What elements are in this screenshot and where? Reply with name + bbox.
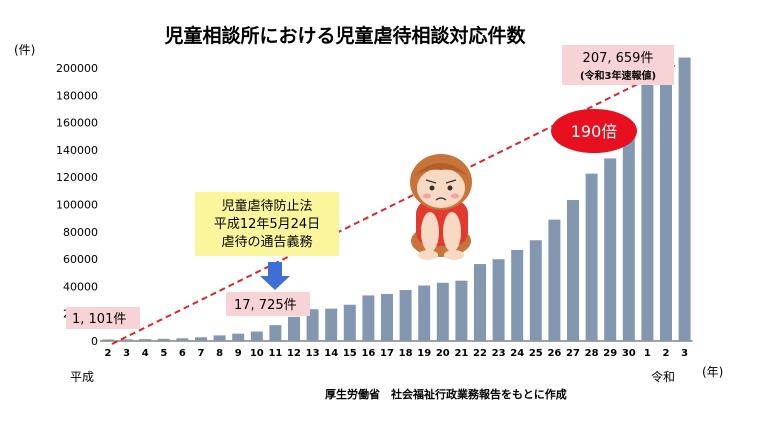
y-tick-label: 0 — [91, 335, 98, 348]
law-box-line2: 平成12年5月24日 — [214, 217, 320, 232]
x-tick-label: 28 — [585, 348, 599, 359]
y-tick-label: 160000 — [56, 117, 98, 130]
x-tick-label: 16 — [361, 348, 375, 359]
bar — [288, 316, 300, 341]
reiwa-era-label: 令和 — [651, 369, 675, 384]
bar — [585, 173, 598, 341]
x-tick-label: 12 — [287, 348, 301, 359]
x-tick-label: 26 — [547, 348, 561, 359]
bar — [567, 200, 579, 341]
y-tick-label: 80000 — [63, 226, 98, 239]
end-value-note: (令和3年速報値) — [580, 69, 656, 82]
bar — [102, 339, 114, 341]
h12-value-label: 17, 725件 — [234, 298, 297, 313]
x-tick-label: 18 — [399, 348, 413, 359]
bars — [102, 57, 691, 342]
x-tick-label: 8 — [216, 348, 223, 359]
x-tick-label: 17 — [380, 348, 394, 359]
bar — [362, 295, 375, 341]
x-tick-label: 19 — [417, 348, 431, 359]
law-box-line3: 虐待の通告義務 — [221, 234, 312, 250]
bar — [232, 333, 245, 341]
start-value-label: 1, 101件 — [72, 312, 126, 327]
bar — [325, 308, 338, 341]
bar — [343, 304, 356, 341]
y-tick-label: 120000 — [56, 171, 98, 184]
bar — [436, 282, 449, 341]
bar — [678, 57, 691, 341]
ratio-label: 190倍 — [571, 122, 618, 141]
bar — [604, 158, 617, 341]
y-tick-label: 40000 — [63, 280, 98, 293]
x-tick-label: 22 — [473, 348, 487, 359]
y-axis-label: (件) — [14, 43, 35, 57]
bar — [157, 338, 170, 341]
x-tick-label: 15 — [343, 348, 357, 359]
x-tick-label: 3 — [123, 348, 130, 359]
bar — [622, 122, 635, 341]
bar — [213, 335, 226, 341]
bar — [306, 309, 319, 341]
x-tick-label: 3 — [681, 348, 688, 359]
x-tick-label: 20 — [436, 348, 450, 359]
x-tick-label: 9 — [235, 348, 242, 359]
bar — [269, 325, 282, 341]
x-tick-label: 4 — [142, 348, 149, 359]
bar — [139, 339, 152, 341]
bar — [660, 61, 672, 342]
bar — [474, 264, 486, 341]
chart-title: 児童相談所における児童虐待相談対応件数 — [163, 24, 526, 47]
x-tick-label: 13 — [306, 348, 320, 359]
y-tick-label: 200000 — [56, 62, 98, 75]
x-tick-label: 24 — [510, 348, 524, 359]
worried-child-illustration — [410, 154, 472, 260]
x-tick-label: 23 — [492, 348, 506, 359]
bar — [381, 293, 393, 341]
heisei-era-label: 平成 — [70, 370, 94, 384]
bar — [176, 338, 189, 341]
end-value-label: 207, 659件 — [583, 51, 654, 66]
x-tick-label: 5 — [160, 348, 167, 359]
x-tick-label: 6 — [179, 348, 186, 359]
bar — [250, 331, 263, 341]
y-tick-label: 100000 — [56, 199, 98, 212]
bar — [548, 219, 561, 341]
down-arrow-icon — [260, 262, 290, 290]
law-box-line1: 児童虐待防止法 — [221, 198, 312, 214]
y-tick-label: 140000 — [56, 144, 98, 157]
x-tick-label: 30 — [622, 348, 636, 359]
source-note: 厚生労働省 社会福祉行政業務報告をもとに作成 — [325, 387, 567, 401]
ratio-ellipse — [551, 109, 637, 153]
bar — [492, 259, 505, 341]
x-tick-label: 11 — [268, 348, 282, 359]
x-tick-label: 14 — [324, 348, 338, 359]
start-value-box — [66, 307, 140, 329]
x-tick-label: 21 — [454, 348, 468, 359]
bar — [399, 290, 412, 341]
x-tick-label: 2 — [663, 348, 670, 359]
x-tick-label: 27 — [566, 348, 580, 359]
x-axis-label: (年) — [702, 365, 723, 379]
x-tick-label: 7 — [198, 348, 205, 359]
bar — [641, 76, 654, 342]
x-tick-labels: 2 3 4 5 6 7 8 9 10 11 12 13 14 15 16 17 18 19 20 21 22 23 24 25… — [105, 348, 689, 359]
x-tick-label: 25 — [529, 348, 543, 359]
y-tick-label: 60000 — [63, 253, 98, 266]
y-tick-label: 180000 — [56, 89, 98, 102]
bar — [120, 339, 133, 341]
x-tick-label: 29 — [603, 348, 617, 359]
bar — [511, 249, 524, 341]
bar — [529, 240, 542, 341]
bar — [418, 285, 431, 341]
y-tick-labels: 0200004000060000800001000001200001400001… — [56, 62, 98, 348]
h12-value-box — [226, 292, 310, 316]
end-value-box — [562, 45, 674, 85]
law-box — [195, 192, 339, 256]
bar — [195, 337, 207, 341]
x-tick-label: 2 — [105, 348, 112, 359]
x-tick-label: 10 — [250, 348, 264, 359]
bar — [455, 280, 468, 341]
x-tick-label: 1 — [644, 348, 651, 359]
